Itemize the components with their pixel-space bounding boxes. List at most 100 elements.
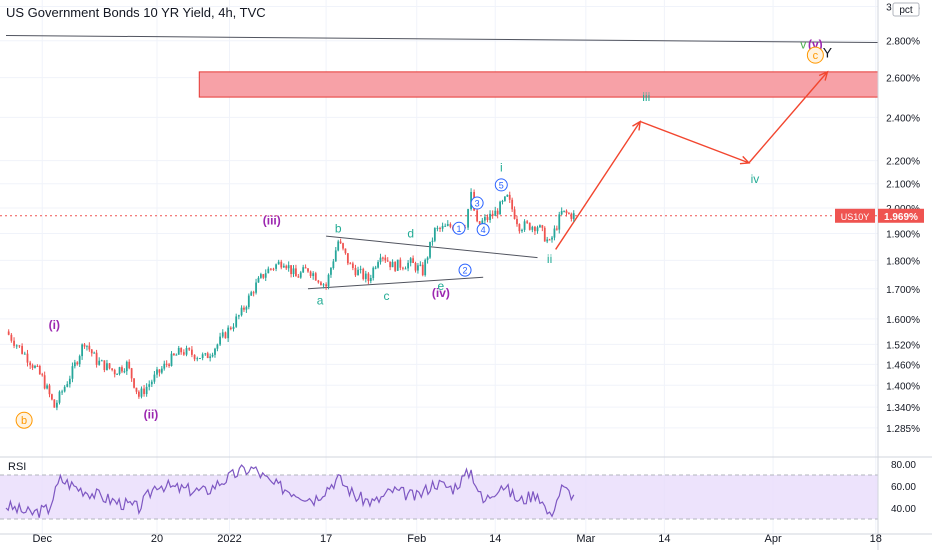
candle-body xyxy=(137,391,140,397)
candle-body xyxy=(508,194,511,200)
candle-body xyxy=(290,265,292,275)
y-tick-label: 1.900% xyxy=(886,229,920,240)
candle-body xyxy=(494,210,497,216)
wave-label: a xyxy=(317,294,324,308)
candle-body xyxy=(402,267,404,269)
candle-body xyxy=(344,248,347,254)
candle-body xyxy=(424,259,427,276)
candle-body xyxy=(103,360,106,371)
candle-body xyxy=(15,345,18,347)
candle-body xyxy=(431,240,434,242)
wave-label: e xyxy=(438,279,445,293)
candle-body xyxy=(175,354,178,356)
candle-body xyxy=(262,274,265,278)
wave-labels: (i)(ii)(iii)(iv)(v)bc Yabcdeiiiiiiivv1234… xyxy=(15,37,833,429)
candle-body xyxy=(13,340,15,346)
wave-label: (iv) xyxy=(432,286,450,300)
candle-body xyxy=(133,378,135,388)
candle-body xyxy=(511,199,514,210)
x-tick-label: 14 xyxy=(658,533,670,545)
candle-body xyxy=(224,332,227,339)
candle-body xyxy=(539,225,541,228)
candle-body xyxy=(526,221,529,223)
wave-label: iii xyxy=(642,90,650,104)
x-tick-label: 17 xyxy=(320,533,332,545)
candle-body xyxy=(518,224,521,232)
candle-body xyxy=(572,213,575,219)
candle-body xyxy=(63,386,66,392)
candle-body xyxy=(280,261,283,268)
candle-body xyxy=(170,353,173,366)
candle-body xyxy=(158,369,161,373)
candle-body xyxy=(304,267,307,269)
candle-body xyxy=(264,273,267,278)
candle-body xyxy=(367,273,370,282)
candle-body xyxy=(140,388,143,397)
candle-body xyxy=(359,268,362,270)
candle-body xyxy=(250,292,253,296)
candle-body xyxy=(287,265,290,269)
candle-body xyxy=(90,349,93,354)
candle-body xyxy=(163,363,166,369)
candle-body xyxy=(106,363,108,371)
triangle-lower-line xyxy=(307,276,484,290)
candle-body xyxy=(412,258,414,264)
candle-body xyxy=(153,374,156,382)
candle-body xyxy=(309,271,312,277)
candle-body xyxy=(46,385,48,389)
candle-body xyxy=(56,402,58,408)
wave-label: d xyxy=(407,226,414,240)
candle-body xyxy=(71,366,74,379)
candle-body xyxy=(73,362,76,367)
candle-body xyxy=(201,354,204,359)
candle-body xyxy=(180,347,183,353)
candle-body xyxy=(100,360,103,362)
candle-body xyxy=(379,257,382,263)
candle-body xyxy=(449,224,452,227)
symbol-badge-bg xyxy=(835,208,875,223)
price-layer xyxy=(7,188,575,411)
rsi-tick-label: 40.00 xyxy=(891,504,916,515)
wave-label: v xyxy=(800,37,806,51)
candle-body xyxy=(145,386,148,395)
candle-body xyxy=(214,348,216,355)
x-tick-label: Dec xyxy=(32,533,52,545)
scale-unit-badge xyxy=(892,2,920,17)
candle-body xyxy=(285,265,288,269)
candle-body xyxy=(521,229,523,232)
candle-body xyxy=(53,399,56,408)
candle-body xyxy=(496,210,499,215)
candle-body xyxy=(516,218,518,225)
wave-label: iv xyxy=(751,172,760,186)
candle-body xyxy=(221,332,224,337)
candle-body xyxy=(536,227,539,232)
candle-body xyxy=(269,268,272,270)
candle-body xyxy=(23,353,26,355)
candle-body xyxy=(7,331,10,335)
candle-body xyxy=(504,196,506,201)
candle-body xyxy=(227,327,230,339)
candle-body xyxy=(43,375,46,389)
candle-body xyxy=(543,227,546,242)
candle-body xyxy=(506,194,509,197)
candle-body xyxy=(546,239,549,242)
candle-body xyxy=(165,363,168,365)
y-tick-label: 2.100% xyxy=(886,180,920,191)
candle-body xyxy=(88,345,91,350)
x-tick-label: Mar xyxy=(576,533,595,545)
wave-label: 3 xyxy=(475,199,480,209)
candle-body xyxy=(528,222,531,230)
candle-body xyxy=(150,381,153,385)
x-tick-label: 18 xyxy=(870,533,882,545)
candle-body xyxy=(185,348,188,355)
candle-body xyxy=(199,358,201,360)
symbol-badge: US10Y xyxy=(841,212,870,222)
candle-body xyxy=(93,352,96,354)
candle-body xyxy=(396,259,399,271)
candle-body xyxy=(541,225,544,228)
candle-body xyxy=(118,367,121,374)
y-tick-label: 1.400% xyxy=(886,381,920,392)
candle-body xyxy=(467,209,469,228)
